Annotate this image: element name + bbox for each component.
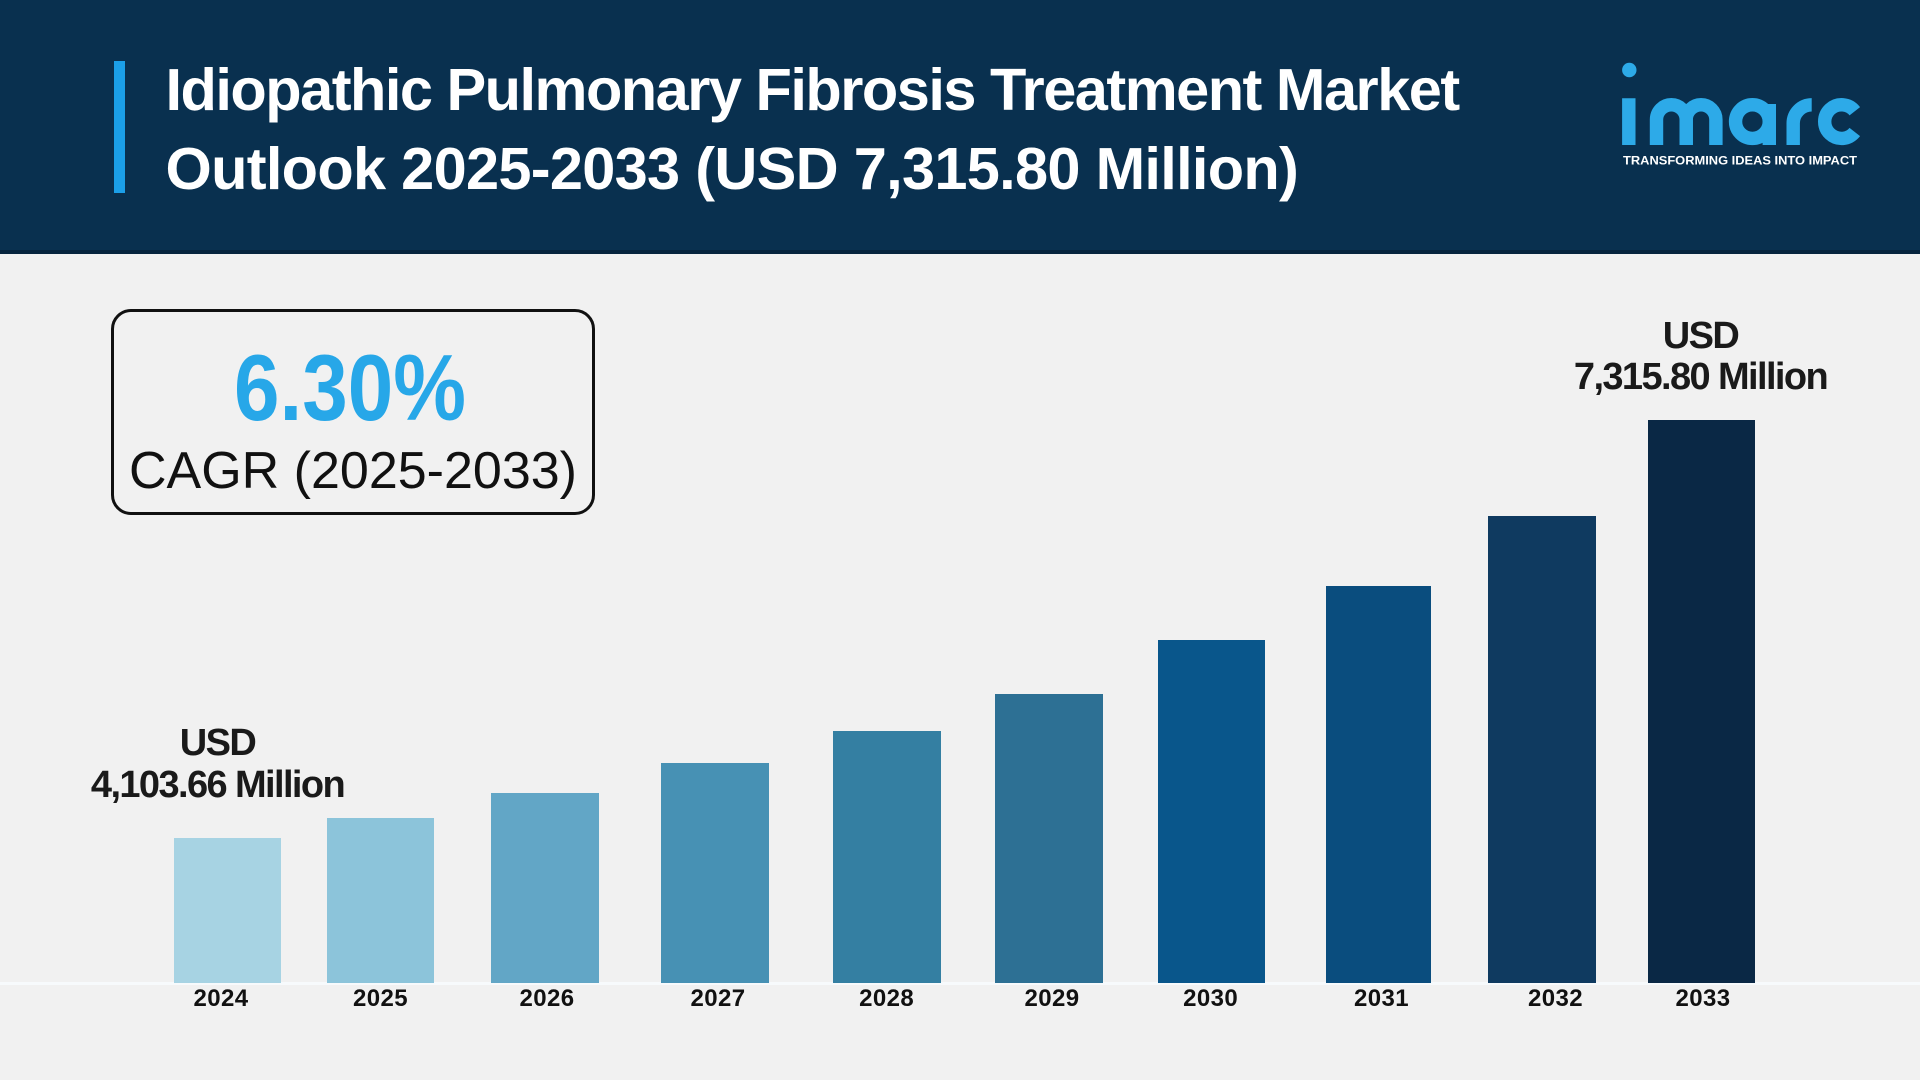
svg-text:TRANSFORMING IDEAS INTO IMPACT: TRANSFORMING IDEAS INTO IMPACT (1623, 154, 1858, 168)
